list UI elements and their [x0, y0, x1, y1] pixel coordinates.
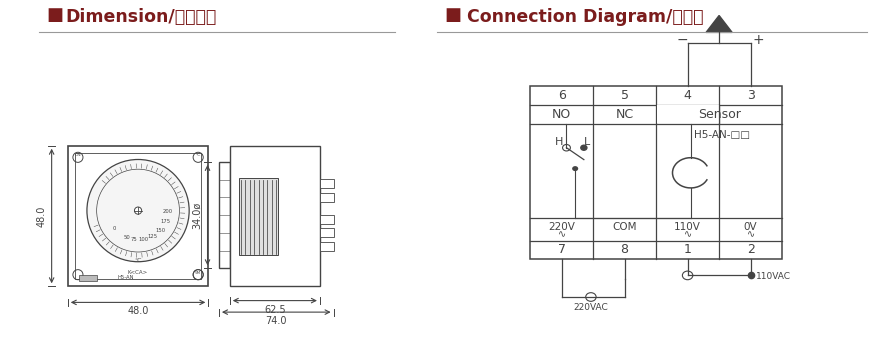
Bar	[79, 275, 96, 281]
Bar	[320, 229, 334, 238]
Text: 175: 175	[161, 219, 170, 224]
Bar	[320, 215, 334, 224]
Text: 62.5: 62.5	[264, 305, 286, 315]
Text: Dimension/外型尺寸: Dimension/外型尺寸	[65, 8, 216, 26]
Bar	[75, 153, 201, 279]
Circle shape	[572, 166, 578, 171]
Text: 48.0: 48.0	[36, 205, 47, 227]
Text: °C: °C	[135, 258, 142, 264]
Bar	[219, 162, 229, 268]
Bar	[320, 193, 334, 202]
Text: ∿: ∿	[746, 230, 754, 239]
Circle shape	[87, 159, 189, 262]
Text: ∿: ∿	[558, 230, 566, 239]
Bar	[229, 146, 320, 286]
Bar	[530, 86, 782, 259]
Bar	[320, 179, 334, 188]
Text: 0V: 0V	[744, 222, 758, 231]
Bar	[68, 146, 209, 286]
Text: 200: 200	[163, 209, 173, 214]
Text: +: +	[753, 33, 764, 47]
Text: 75: 75	[131, 237, 138, 242]
Text: NC: NC	[615, 108, 634, 121]
Text: ON: ON	[75, 153, 81, 157]
Text: ■: ■	[444, 6, 461, 24]
Text: °C: °C	[196, 153, 201, 157]
Text: 74.0: 74.0	[266, 316, 287, 326]
Text: 4: 4	[684, 89, 692, 102]
Text: ∿: ∿	[684, 230, 692, 239]
Text: COM: COM	[613, 222, 637, 231]
Text: 8: 8	[620, 243, 628, 256]
Bar	[320, 242, 334, 251]
Text: 150: 150	[155, 228, 165, 233]
Text: 3: 3	[746, 89, 754, 102]
Text: H5-AN: H5-AN	[117, 275, 134, 280]
Text: 1: 1	[684, 243, 692, 256]
Text: 2: 2	[746, 243, 754, 256]
Text: ■: ■	[46, 6, 63, 24]
Text: 125: 125	[148, 234, 158, 239]
Text: 110VAC: 110VAC	[756, 272, 791, 281]
Text: 5M: 5M	[196, 271, 202, 275]
Text: 7: 7	[558, 243, 566, 256]
Text: 220VAC: 220VAC	[574, 302, 608, 311]
Circle shape	[135, 207, 142, 214]
Text: 100: 100	[138, 237, 149, 242]
Text: 6: 6	[558, 89, 566, 102]
Polygon shape	[706, 15, 732, 32]
Text: 48.0: 48.0	[128, 306, 149, 316]
Text: 110V: 110V	[674, 222, 701, 231]
Text: 50: 50	[123, 235, 130, 240]
Text: H5-AN-□□: H5-AN-□□	[694, 130, 750, 140]
Text: H: H	[555, 136, 563, 147]
Circle shape	[580, 145, 587, 150]
Text: 220V: 220V	[548, 222, 575, 231]
Text: −: −	[677, 33, 688, 47]
Bar	[657, 105, 719, 123]
Bar	[239, 178, 278, 255]
Text: L: L	[584, 136, 590, 147]
Text: K<CA>: K<CA>	[128, 270, 149, 275]
Text: Connection Diagram/接線圖: Connection Diagram/接線圖	[468, 8, 704, 26]
Text: 34.0ø: 34.0ø	[192, 202, 202, 229]
Text: Sensor: Sensor	[698, 108, 740, 121]
Text: 5: 5	[620, 89, 628, 102]
Text: 0: 0	[113, 226, 116, 231]
Text: NO: NO	[552, 108, 571, 121]
